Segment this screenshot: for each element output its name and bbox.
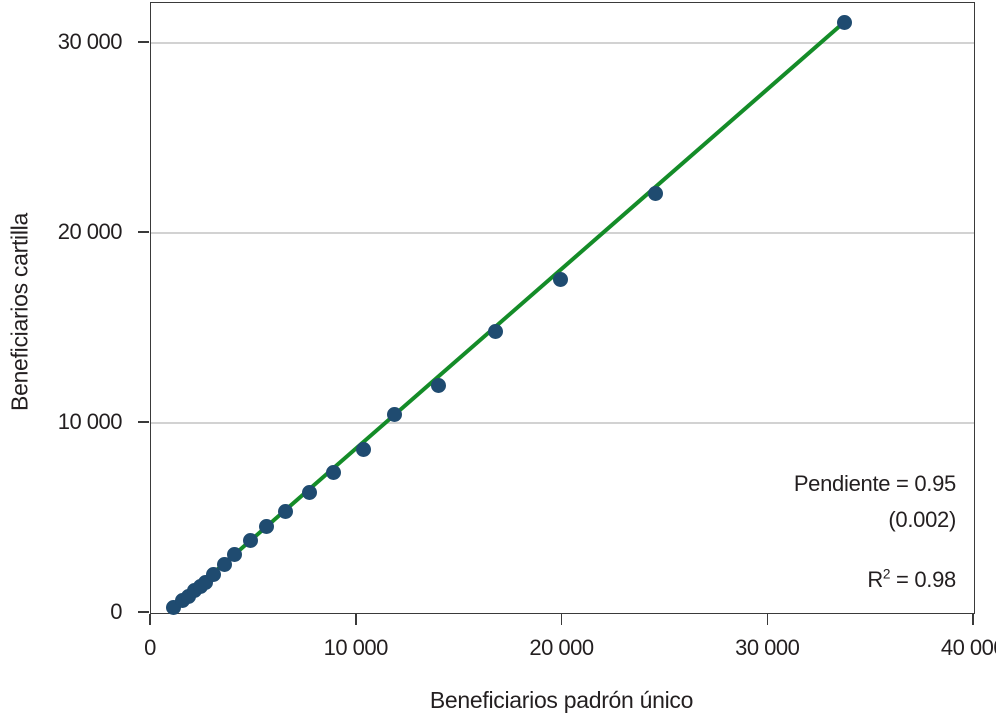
data-point [302,485,318,501]
y-tick-label-30000: 30 000 [57,28,123,54]
x-tick-40000 [972,614,974,625]
data-point [387,406,403,422]
r-squared-label: R2 = 0.98 [867,566,956,592]
regression-line [171,20,847,610]
x-tick-label-10000: 10 000 [323,635,389,660]
data-point [216,556,232,572]
data-point [258,519,274,535]
plot-area: Pendiente = 0.95 (0.002) R2 = 0.98 [150,2,975,616]
data-point [647,185,663,201]
y-tick-0 [138,611,149,613]
data-point [227,546,243,562]
data-point [206,567,222,583]
x-tick-30000 [766,614,768,625]
x-tick-label-20000: 20 000 [529,635,594,660]
x-tick-10000 [355,614,357,625]
standard-error-label: (0.002) [888,507,956,532]
data-point [836,14,852,30]
gridline-y-30000 [151,41,974,44]
y-tick-label-10000: 10 000 [57,408,123,434]
data-point [553,271,569,287]
data-point [356,442,372,458]
x-tick-label-40000: 40 000 [940,635,996,660]
y-tick-20000 [138,231,149,233]
gridline-y-20000 [151,231,974,234]
data-point [243,533,259,549]
y-tick-label-20000: 20 000 [57,218,123,244]
x-tick-0 [149,614,151,625]
data-point [278,504,294,520]
slope-label: Pendiente = 0.95 [793,471,956,496]
x-tick-20000 [560,614,563,625]
x-tick-label-30000: 30 000 [735,635,800,660]
data-point [430,378,446,394]
y-axis-title: Beneficiarios cartilla [6,213,33,411]
y-tick-30000 [138,41,149,43]
data-point [488,324,504,340]
x-tick-label-0: 0 [144,635,156,660]
gridline-y-10000 [151,421,974,424]
regression-annotation: Pendiente = 0.95 (0.002) R2 = 0.98 [794,466,956,598]
y-tick-label-0: 0 [110,599,122,624]
y-tick-10000 [138,421,149,423]
data-point [325,465,341,481]
x-axis-title: Beneficiarios padrón único [429,687,694,713]
